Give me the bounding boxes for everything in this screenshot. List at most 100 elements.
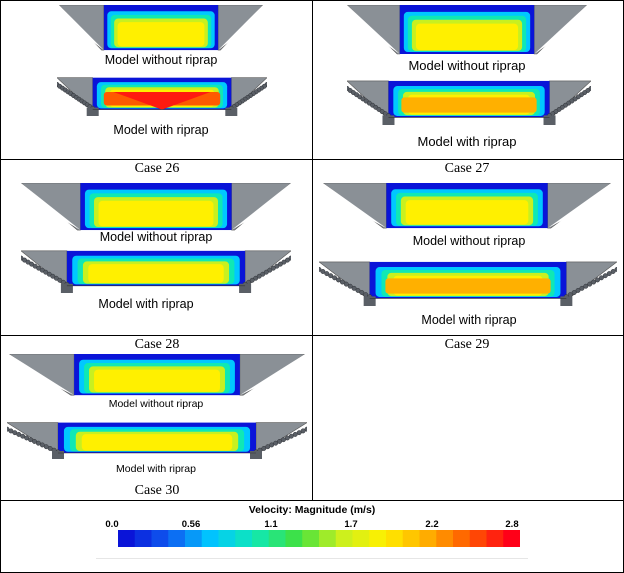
case-cell-26: Model without riprap Model with riprap — [313, 1, 623, 159]
riprap-stone — [265, 444, 271, 450]
riprap-stone — [47, 446, 53, 451]
riprap-toe-left — [52, 451, 64, 459]
riprap-stone — [43, 444, 49, 450]
riprap-stone — [12, 430, 18, 436]
velocity-contour-band — [98, 200, 214, 227]
colorbar-band — [201, 530, 219, 547]
riprap-stone — [347, 283, 353, 289]
colorbar-band — [469, 530, 487, 547]
riprap-stone — [351, 285, 357, 291]
velocity-contour-band — [81, 434, 233, 451]
riprap-stone — [606, 271, 612, 277]
label-model-without-riprap: Model without riprap — [104, 53, 218, 67]
velocity-contour-with-riprap — [319, 261, 617, 306]
colorbar-band — [503, 530, 520, 547]
riprap-stone — [579, 285, 585, 291]
label-model-with-riprap: Model with riprap — [421, 313, 517, 327]
riprap-stone — [336, 277, 341, 283]
riprap-stone — [319, 266, 322, 272]
colorbar-band — [453, 530, 471, 547]
riprap-stone — [583, 283, 589, 289]
velocity-contour-with-riprap — [7, 422, 307, 459]
velocity-contour-without-riprap — [21, 183, 291, 231]
case-caption: Case 30 — [134, 483, 180, 498]
riprap-stone — [359, 290, 365, 295]
velocity-contour-with-riprap — [21, 250, 291, 293]
riprap-stone — [28, 437, 33, 443]
velocity-contour-without-riprap — [59, 5, 263, 51]
riprap-stone — [602, 273, 608, 279]
colorbar-band — [352, 530, 370, 547]
riprap-stone — [587, 281, 593, 287]
velocity-colorbar — [118, 530, 520, 547]
label-model-with-riprap: Model with riprap — [98, 297, 194, 311]
riprap-stone — [24, 435, 30, 441]
label-model-without-riprap: Model without riprap — [412, 234, 526, 248]
colorbar-band — [218, 530, 236, 547]
riprap-stone — [277, 438, 282, 444]
riprap-stone — [20, 433, 26, 439]
case-cell-29: Model without riprap Model with riprap — [1, 353, 312, 500]
embankment-left-cut — [21, 183, 81, 231]
embankment-left-cut — [59, 5, 104, 51]
riprap-toe-right — [225, 107, 238, 116]
case-caption: Case 26 — [134, 161, 180, 176]
riprap-stone — [8, 428, 14, 434]
colorbar-band — [268, 530, 286, 547]
colorbar-band — [419, 530, 437, 547]
velocity-contour-without-riprap — [347, 5, 587, 55]
riprap-stone — [284, 435, 290, 441]
riprap-stone — [320, 269, 326, 274]
grid-divider-vertical-mid — [312, 159, 313, 335]
case-cell-25: Model without riprap Model with riprap — [1, 1, 312, 159]
colorbar-band — [252, 530, 270, 547]
riprap-toe-left — [382, 115, 395, 125]
embankment-left-cut — [323, 183, 387, 229]
velocity-contour-with-riprap — [347, 80, 591, 125]
case-cell-28: Model without riprap Model with riprap — [313, 179, 623, 335]
riprap-stone — [281, 437, 286, 443]
velocity-contour-without-riprap — [323, 183, 611, 229]
velocity-contour-with-riprap — [57, 77, 267, 116]
riprap-toe-right — [543, 115, 556, 125]
colorbar-band — [486, 530, 504, 547]
riprap-stone — [39, 442, 45, 448]
riprap-stone — [296, 430, 302, 436]
case-caption: Case 29 — [444, 337, 490, 352]
colorbar-band — [168, 530, 186, 547]
colorbar-band — [436, 530, 454, 547]
riprap-toe-right — [239, 283, 252, 293]
colorbar-band — [118, 530, 136, 547]
case-cell-27: Model without riprap Model with riprap — [1, 179, 312, 335]
embankment-right-cut — [218, 5, 263, 51]
legend-tick-label: 2.8 — [505, 519, 519, 530]
riprap-stone — [273, 440, 279, 446]
riprap-stone — [575, 287, 581, 293]
velocity-contour-without-riprap — [9, 354, 305, 396]
riprap-stone — [261, 446, 267, 451]
riprap-stone — [339, 279, 345, 285]
colorbar-band — [402, 530, 420, 547]
riprap-stone — [595, 277, 600, 283]
riprap-stone — [343, 281, 349, 287]
label-model-with-riprap: Model with riprap — [113, 123, 209, 137]
legend-tick-label: 1.7 — [344, 519, 358, 530]
riprap-stone — [332, 275, 338, 281]
legend-underline — [96, 558, 528, 559]
colorbar-band — [151, 530, 169, 547]
label-model-without-riprap: Model without riprap — [408, 58, 526, 73]
riprap-stone — [598, 275, 604, 281]
case-caption: Case 28 — [134, 337, 180, 352]
colorbar-band — [335, 530, 353, 547]
riprap-stone — [324, 271, 330, 277]
velocity-contour-band — [117, 22, 205, 47]
legend-tick-label: 2.2 — [425, 519, 439, 530]
case-caption: Case 27 — [444, 161, 490, 176]
colorbar-band — [134, 530, 152, 547]
legend-tick-label: 0.0 — [105, 519, 119, 530]
riprap-toe-right — [250, 451, 262, 459]
riprap-stone — [355, 287, 361, 293]
riprap-stone — [571, 290, 577, 295]
legend-title: Velocity: Magnitude (m/s) — [248, 504, 376, 516]
label-model-without-riprap: Model without riprap — [99, 230, 213, 244]
